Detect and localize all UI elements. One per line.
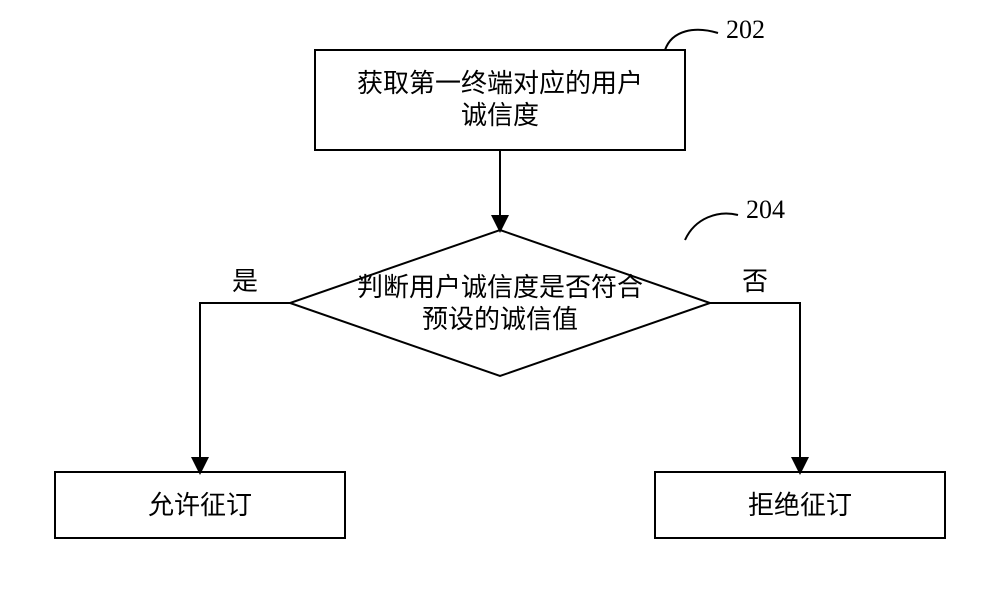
decision-node-204-line1: 判断用户诚信度是否符合: [357, 273, 643, 302]
ref-label-204: 204: [746, 195, 785, 224]
edge-yes: [200, 303, 290, 472]
process-node-202-line1: 获取第一终端对应的用户: [357, 69, 643, 98]
edge-no-label: 否: [742, 267, 768, 296]
ref-connector-204: [685, 214, 738, 240]
edge-yes-label: 是: [232, 267, 258, 296]
ref-connector-202: [665, 30, 718, 50]
process-node-202-line2: 诚信度: [461, 101, 539, 130]
edge-no: [710, 303, 800, 472]
decision-node-204-line2: 预设的诚信值: [422, 305, 578, 334]
process-node-allow-text: 允许征订: [148, 491, 252, 520]
decision-node-204: [290, 230, 710, 376]
ref-label-202: 202: [726, 15, 765, 44]
flowchart-canvas: 获取第一终端对应的用户 诚信度 202 判断用户诚信度是否符合 预设的诚信值 2…: [0, 0, 1000, 597]
process-node-deny-text: 拒绝征订: [748, 491, 852, 520]
